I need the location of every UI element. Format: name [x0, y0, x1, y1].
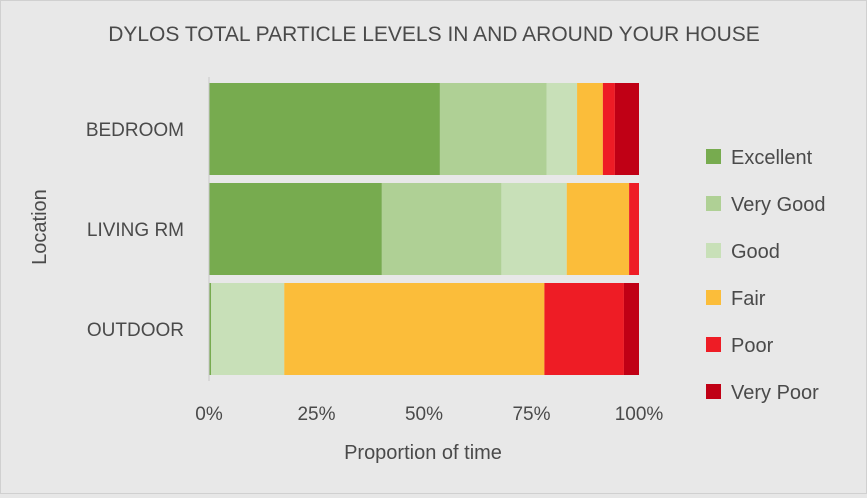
legend-label-poor: Poor [731, 335, 774, 357]
bar-outdoor-good [211, 283, 285, 375]
y-axis-title: Location [29, 189, 51, 265]
y-axis-labels: BEDROOM LIVING RM OUTDOOR [86, 120, 184, 341]
bar-bedroom-fair [577, 83, 603, 175]
bar-living-rm-excellent [209, 183, 382, 275]
x-axis-title: Proportion of time [344, 442, 502, 464]
bar-bedroom-poor [602, 83, 615, 175]
legend-label-very-poor: Very Poor [731, 382, 819, 404]
legend-swatch-poor [706, 337, 721, 352]
x-tick-label: 25% [297, 404, 335, 425]
bar-outdoor-fair [284, 283, 545, 375]
legend-label-very-good: Very Good [731, 194, 826, 216]
y-tick-label: LIVING RM [87, 220, 184, 241]
x-axis-ticks: 0% 25% 50% 75% 100% [195, 404, 663, 425]
legend-label-fair: Fair [731, 288, 766, 310]
y-tick-label: BEDROOM [86, 120, 184, 141]
bar-living-rm-fair [566, 183, 630, 275]
legend-label-good: Good [731, 241, 780, 263]
bar-living-rm-good [501, 183, 567, 275]
legend-swatch-excellent [706, 149, 721, 164]
bar-outdoor-excellent [209, 283, 212, 375]
legend-swatch-fair [706, 290, 721, 305]
x-tick-label: 0% [195, 404, 223, 425]
legend-swatch-very-good [706, 196, 721, 211]
legend-swatch-very-poor [706, 384, 721, 399]
legend-swatch-good [706, 243, 721, 258]
legend: Excellent Very Good Good Fair Poor Very Poor [706, 147, 826, 404]
plot-area [208, 77, 639, 381]
y-tick-label: OUTDOOR [87, 320, 184, 341]
bar-bedroom-excellent [209, 83, 440, 175]
bar-bedroom-good [546, 83, 578, 175]
chart-title: DYLOS TOTAL PARTICLE LEVELS IN AND AROUN… [108, 23, 760, 46]
bar-outdoor-very-poor [623, 283, 639, 375]
bar-living-rm-very-good [381, 183, 502, 275]
x-tick-label: 100% [615, 404, 664, 425]
bar-outdoor-poor [544, 283, 624, 375]
legend-label-excellent: Excellent [731, 147, 813, 169]
x-tick-label: 75% [512, 404, 550, 425]
bar-living-rm-poor [629, 183, 639, 275]
bar-bedroom-very-poor [614, 83, 639, 175]
bar-bedroom-very-good [439, 83, 547, 175]
x-tick-label: 50% [405, 404, 443, 425]
